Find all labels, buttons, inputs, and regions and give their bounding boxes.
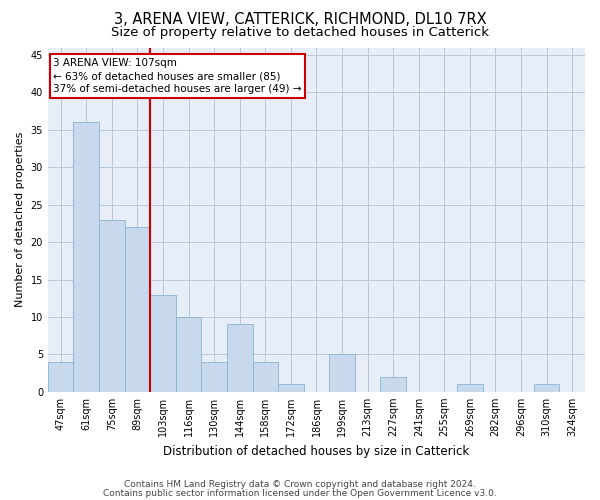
- Y-axis label: Number of detached properties: Number of detached properties: [15, 132, 25, 308]
- Bar: [534, 384, 559, 392]
- Bar: [73, 122, 99, 392]
- Bar: [380, 377, 406, 392]
- Bar: [227, 324, 253, 392]
- Bar: [253, 362, 278, 392]
- Bar: [150, 294, 176, 392]
- X-axis label: Distribution of detached houses by size in Catterick: Distribution of detached houses by size …: [163, 444, 470, 458]
- Text: Contains public sector information licensed under the Open Government Licence v3: Contains public sector information licen…: [103, 488, 497, 498]
- Text: 3 ARENA VIEW: 107sqm
← 63% of detached houses are smaller (85)
37% of semi-detac: 3 ARENA VIEW: 107sqm ← 63% of detached h…: [53, 58, 302, 94]
- Text: 3, ARENA VIEW, CATTERICK, RICHMOND, DL10 7RX: 3, ARENA VIEW, CATTERICK, RICHMOND, DL10…: [113, 12, 487, 28]
- Bar: [176, 317, 202, 392]
- Bar: [125, 227, 150, 392]
- Bar: [278, 384, 304, 392]
- Bar: [48, 362, 73, 392]
- Text: Size of property relative to detached houses in Catterick: Size of property relative to detached ho…: [111, 26, 489, 39]
- Bar: [457, 384, 482, 392]
- Text: Contains HM Land Registry data © Crown copyright and database right 2024.: Contains HM Land Registry data © Crown c…: [124, 480, 476, 489]
- Bar: [329, 354, 355, 392]
- Bar: [99, 220, 125, 392]
- Bar: [202, 362, 227, 392]
